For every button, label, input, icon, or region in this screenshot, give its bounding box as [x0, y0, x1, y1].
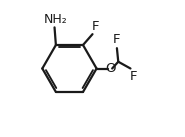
Text: O: O — [105, 62, 116, 75]
Text: F: F — [130, 70, 137, 83]
Text: NH₂: NH₂ — [43, 13, 67, 26]
Text: F: F — [113, 33, 121, 46]
Text: F: F — [91, 20, 99, 33]
